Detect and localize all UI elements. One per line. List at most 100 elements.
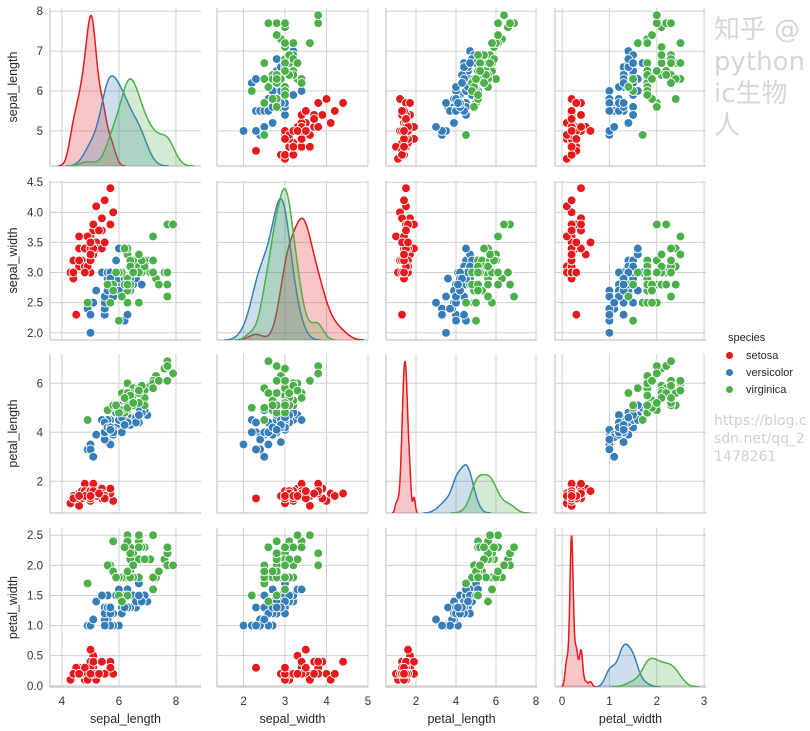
point-virginica (134, 385, 144, 396)
point-virginica (666, 393, 676, 403)
point-setosa (566, 141, 577, 152)
point-virginica (647, 297, 657, 308)
point-virginica (119, 542, 130, 553)
legend-entry-setosa: setosa (722, 347, 793, 364)
point-virginica (148, 267, 158, 278)
point-virginica (499, 219, 509, 230)
point-setosa (321, 94, 332, 104)
point-virginica (313, 368, 324, 379)
point-virginica (134, 297, 144, 308)
y-tick-label: 6 (37, 86, 43, 98)
point-setosa (309, 488, 319, 499)
y-tick-label: 3.0 (27, 268, 43, 280)
point-virginica (114, 315, 124, 326)
point-setosa (309, 114, 319, 124)
point-versicolor (238, 126, 249, 136)
point-versicolor (271, 424, 282, 435)
point-virginica (493, 231, 503, 242)
point-virginica (153, 375, 164, 386)
kde-fill-versicolor (423, 464, 491, 513)
point-versicolor (604, 106, 615, 116)
panel-petal_length-vs-sepal_length (49, 354, 201, 514)
point-virginica (632, 38, 643, 48)
point-setosa (585, 237, 596, 248)
kde-line-versicolor (595, 643, 661, 687)
point-versicolor (134, 410, 144, 420)
point-versicolor (288, 90, 299, 100)
point-setosa (292, 668, 303, 679)
point-virginica (473, 590, 483, 601)
point-virginica (642, 390, 653, 401)
point-versicolor (628, 110, 638, 120)
point-versicolor (437, 309, 447, 320)
point-virginica (271, 102, 282, 112)
point-virginica (651, 219, 662, 230)
point-setosa (94, 668, 104, 679)
panel-petal_length-vs-sepal_width (216, 354, 369, 514)
point-setosa (571, 237, 582, 248)
plot-area (238, 356, 348, 511)
point-versicolor (441, 327, 451, 338)
y-tick-label: 2.0 (27, 328, 43, 340)
point-virginica (469, 102, 479, 112)
point-virginica (119, 393, 130, 403)
point-virginica (271, 361, 282, 371)
point-setosa (105, 219, 116, 230)
point-virginica (628, 400, 638, 411)
point-versicolor (251, 620, 261, 631)
kde-line-setosa (58, 14, 126, 166)
point-versicolor (449, 118, 459, 128)
point-virginica (162, 375, 173, 386)
y-tick-label: 8 (37, 6, 43, 18)
point-versicolor (465, 58, 475, 68)
point-versicolor (604, 434, 615, 445)
point-setosa (329, 668, 340, 679)
point-virginica (493, 18, 503, 29)
point-virginica (493, 530, 503, 541)
point-virginica (461, 130, 471, 140)
x-tick-label: 6 (493, 696, 499, 708)
point-versicolor (296, 584, 307, 595)
point-versicolor (271, 602, 282, 613)
point-virginica (666, 267, 676, 278)
legend-marker-setosa (726, 352, 733, 359)
point-setosa (91, 201, 102, 212)
point-versicolor (431, 297, 441, 308)
point-setosa (79, 662, 90, 673)
point-versicolor (445, 620, 455, 631)
point-versicolor (105, 602, 116, 613)
point-setosa (571, 267, 582, 278)
point-versicolor (441, 98, 451, 108)
point-virginica (296, 393, 307, 403)
point-virginica (675, 385, 686, 396)
point-setosa (71, 309, 82, 320)
y-tick-label: 6 (37, 378, 43, 390)
point-virginica (675, 375, 686, 386)
point-setosa (399, 141, 409, 152)
point-virginica (102, 560, 113, 571)
point-virginica (642, 38, 653, 48)
point-virginica (499, 10, 509, 21)
x-tick-label: 2 (413, 696, 419, 708)
point-virginica (271, 18, 282, 29)
y-tick-label: 1.5 (27, 590, 43, 602)
point-versicolor (271, 54, 282, 64)
kde-fill-setosa (58, 15, 126, 166)
point-virginica (271, 375, 282, 386)
point-setosa (305, 500, 315, 511)
legend-label-versicolor: versicolor (746, 366, 794, 379)
point-versicolor (431, 614, 441, 625)
watermark-zhihu: 知乎 @pythonic生物人 (714, 15, 805, 141)
x-tick-label: 4 (323, 696, 330, 708)
point-versicolor (255, 434, 265, 445)
plot-area (391, 530, 519, 685)
point-versicolor (628, 58, 638, 68)
point-setosa (97, 213, 107, 224)
y-tick-label: 2.5 (27, 530, 43, 542)
point-setosa (313, 98, 324, 108)
point-setosa (300, 644, 311, 655)
point-setosa (280, 491, 290, 501)
y-tick-label: 4 (37, 427, 44, 439)
plot-area (238, 530, 348, 685)
point-virginica (461, 297, 471, 308)
